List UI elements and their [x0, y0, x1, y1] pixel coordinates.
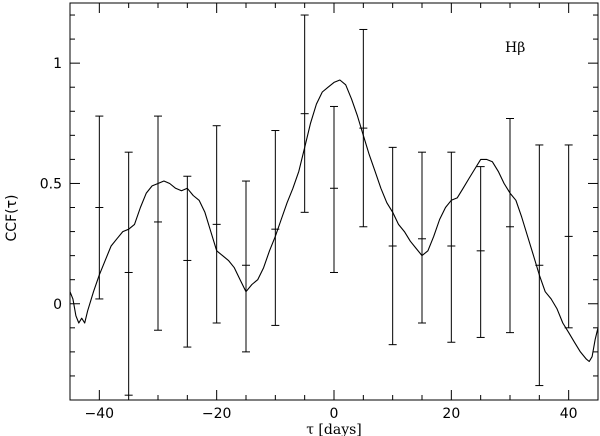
error-bar — [476, 166, 485, 338]
axis-ticks — [69, 3, 599, 401]
x-tick-label: 20 — [442, 406, 460, 422]
x-tick-label: 0 — [330, 406, 339, 422]
x-tick-label: −40 — [85, 406, 115, 422]
series-label: Hβ — [505, 40, 525, 56]
error-bar — [300, 14, 309, 213]
error-bars — [95, 14, 573, 396]
ccf-curve — [69, 79, 599, 363]
y-axis-label: CCF(τ) — [4, 195, 20, 242]
error-bar — [418, 151, 426, 324]
error-bar — [359, 28, 368, 228]
error-bar — [124, 151, 133, 396]
error-bar — [564, 144, 573, 329]
error-bar — [447, 151, 456, 343]
x-axis-label: τ [days] — [306, 422, 362, 436]
x-tick-label: −20 — [202, 406, 232, 422]
y-tick-label: 1 — [53, 56, 62, 72]
ccf-curve-group — [69, 79, 599, 363]
error-bar — [183, 175, 192, 348]
error-bar — [154, 115, 162, 331]
error-bar — [212, 125, 221, 324]
tick-labels: −40 −20 0 20 40 0 0.5 1 — [40, 56, 578, 422]
y-tick-label: 0.5 — [40, 176, 62, 192]
y-tick-label: 0 — [53, 297, 62, 313]
error-bar — [95, 115, 104, 300]
error-bar — [330, 105, 338, 273]
error-bar — [388, 146, 397, 346]
x-tick-label: 40 — [560, 406, 578, 422]
error-bar — [506, 117, 514, 334]
error-bar — [242, 180, 250, 353]
